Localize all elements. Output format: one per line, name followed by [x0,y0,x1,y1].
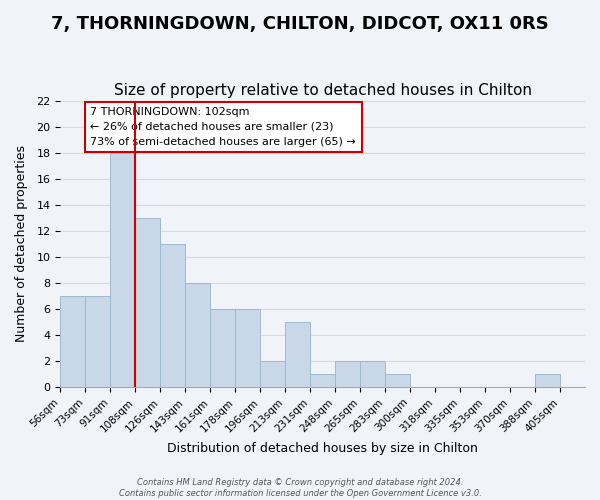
Y-axis label: Number of detached properties: Number of detached properties [15,146,28,342]
Bar [285,322,310,387]
Bar [135,218,160,387]
Bar [61,296,85,387]
Text: Contains HM Land Registry data © Crown copyright and database right 2024.
Contai: Contains HM Land Registry data © Crown c… [119,478,481,498]
Text: 7 THORNINGDOWN: 102sqm
← 26% of detached houses are smaller (23)
73% of semi-det: 7 THORNINGDOWN: 102sqm ← 26% of detached… [90,107,356,146]
Bar [360,361,385,387]
Bar [335,361,360,387]
Bar [310,374,335,387]
Bar [210,309,235,387]
Bar [185,283,210,387]
Bar [235,309,260,387]
Bar [110,152,135,387]
Text: 7, THORNINGDOWN, CHILTON, DIDCOT, OX11 0RS: 7, THORNINGDOWN, CHILTON, DIDCOT, OX11 0… [51,15,549,33]
Bar [260,361,285,387]
Bar [85,296,110,387]
Title: Size of property relative to detached houses in Chilton: Size of property relative to detached ho… [113,83,532,98]
Bar [385,374,410,387]
X-axis label: Distribution of detached houses by size in Chilton: Distribution of detached houses by size … [167,442,478,455]
Bar [535,374,560,387]
Bar [160,244,185,387]
